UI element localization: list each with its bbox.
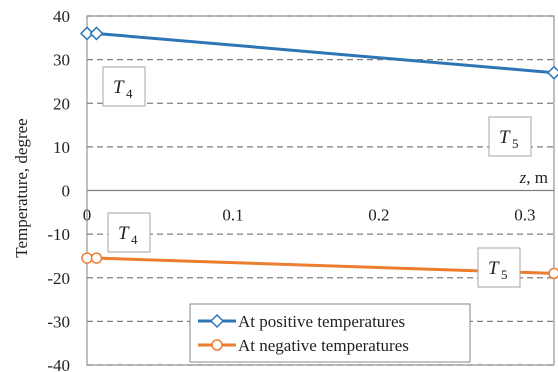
y-tick-label: -10 — [47, 225, 70, 244]
callout-box — [489, 117, 531, 156]
y-axis-ticks: 40 30 20 10 0 -10 -20 -30 -40 — [47, 7, 70, 372]
y-tick-label: -20 — [47, 269, 70, 288]
legend-label-positive: At positive temperatures — [238, 312, 405, 331]
legend-label-negative: At negative temperatures — [238, 336, 409, 355]
legend-marker-negative — [212, 340, 222, 350]
legend: At positive temperatures At negative tem… — [190, 304, 470, 362]
callout-subscript: 4 — [126, 86, 133, 101]
y-tick-label: 20 — [53, 94, 70, 113]
callout-label: T — [488, 258, 500, 279]
callout-label: T — [499, 127, 511, 148]
y-tick-label: -30 — [47, 312, 70, 331]
callout-box — [478, 248, 520, 287]
point-diamond — [548, 67, 558, 79]
callout-subscript: 5 — [501, 267, 508, 282]
y-axis-title: Temperature, degree — [12, 118, 31, 257]
x-tick-label: 0.2 — [368, 206, 389, 225]
y-tick-label: -40 — [47, 356, 70, 372]
callout-subscript: 4 — [131, 232, 138, 247]
x-axis-title: z, m — [519, 168, 548, 187]
x-tick-label: 0 — [83, 206, 92, 225]
y-tick-label: 10 — [53, 138, 70, 157]
callout-label: T — [118, 223, 130, 244]
y-tick-label: 30 — [53, 51, 70, 70]
y-tick-label: 40 — [53, 7, 70, 26]
x-tick-label: 0.1 — [222, 206, 243, 225]
callout-subscript: 5 — [512, 136, 519, 151]
point-diamond — [90, 27, 102, 39]
series-line-0 — [87, 33, 554, 72]
callouts-layer: T 4T 5T 4T 5 — [103, 67, 531, 287]
point-circle — [549, 268, 558, 278]
callout-box — [103, 67, 145, 106]
y-tick-label: 0 — [62, 182, 71, 201]
x-tick-label: 0.3 — [514, 206, 535, 225]
x-axis-ticks: 0 0.1 0.2 0.3 — [83, 206, 536, 225]
point-circle — [91, 253, 101, 263]
callout-box — [108, 213, 150, 252]
callout-label: T — [113, 77, 125, 98]
series-layer — [81, 27, 558, 278]
point-circle — [82, 253, 92, 263]
